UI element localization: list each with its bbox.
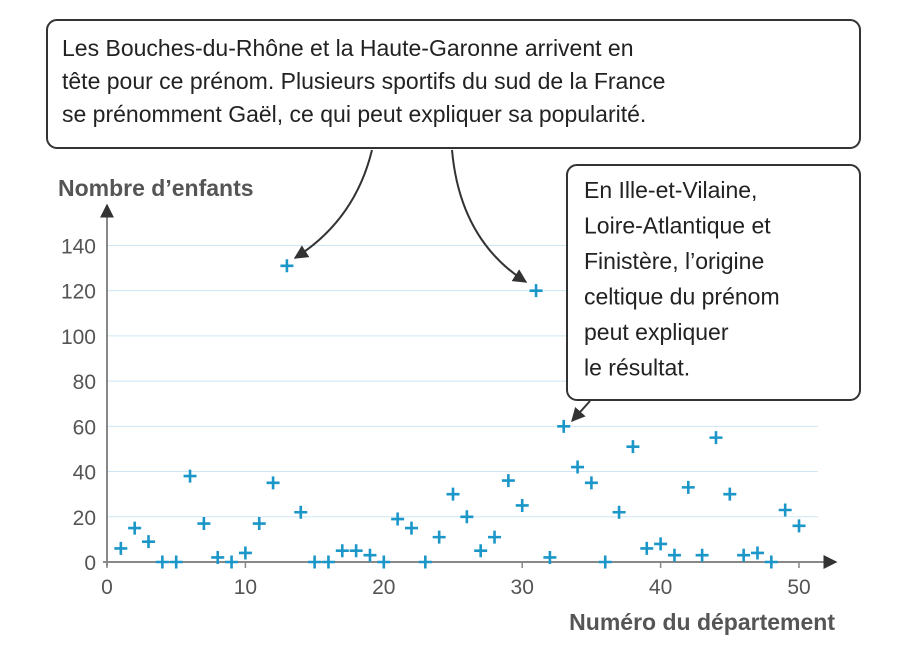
point	[654, 537, 668, 551]
point	[543, 550, 557, 564]
point	[211, 550, 225, 564]
x-tick-label: 20	[372, 576, 395, 599]
y-tick-label: 0	[84, 552, 96, 575]
point	[501, 474, 515, 488]
point	[197, 517, 211, 531]
point	[377, 555, 391, 569]
y-tick-label: 60	[73, 416, 96, 439]
point	[792, 519, 806, 533]
y-tick-label: 20	[73, 507, 96, 530]
point	[321, 555, 335, 569]
annotations: Les Bouches-du-Rhône et la Haute-Garonne…	[62, 35, 780, 381]
point	[294, 505, 308, 519]
point	[612, 505, 626, 519]
callout-box	[46, 19, 861, 149]
x-tick-label: 40	[649, 576, 672, 599]
point	[764, 555, 778, 569]
point	[349, 544, 363, 558]
point	[335, 544, 349, 558]
y-tick-label: 120	[61, 281, 96, 304]
x-tick-label: 10	[234, 576, 257, 599]
point	[183, 469, 197, 483]
point	[446, 487, 460, 501]
point	[308, 555, 322, 569]
point	[155, 555, 169, 569]
callout-arrow	[451, 149, 528, 283]
x-tick-label: 50	[787, 576, 810, 599]
x-tick-label: 30	[511, 576, 534, 599]
point	[667, 548, 681, 562]
y-axis-title: Nombre d’enfants	[58, 175, 254, 201]
y-tick-label: 40	[73, 462, 96, 485]
points	[114, 259, 806, 569]
point	[778, 503, 792, 517]
point	[529, 284, 543, 298]
callout-arrow	[571, 400, 591, 423]
annotation-text: Les Bouches-du-Rhône et la Haute-Garonne…	[62, 35, 634, 61]
point	[238, 546, 252, 560]
point	[750, 546, 764, 560]
callout-arrow	[293, 149, 373, 259]
point	[571, 460, 585, 474]
point	[557, 419, 571, 433]
y-tick-label: 100	[61, 326, 96, 349]
point	[626, 440, 640, 454]
y-tick-label: 80	[73, 371, 96, 394]
point	[114, 541, 128, 555]
point	[391, 512, 405, 526]
point	[418, 555, 432, 569]
point	[515, 498, 529, 512]
point	[598, 555, 612, 569]
annotation-text: le résultat.	[584, 355, 690, 381]
annotation-text: se prénomment Gaël, ce qui peut explique…	[62, 101, 646, 127]
x-tick-label: 0	[101, 576, 113, 599]
annotation-text: tête pour ce prénom. Plusieurs sportifs …	[62, 68, 665, 94]
point	[252, 517, 266, 531]
point	[474, 544, 488, 558]
y-tick-label: 140	[61, 235, 96, 258]
point	[681, 480, 695, 494]
point	[432, 530, 446, 544]
point	[225, 555, 239, 569]
point	[695, 548, 709, 562]
point	[640, 541, 654, 555]
point	[169, 555, 183, 569]
x-axis-title: Numéro du département	[569, 609, 835, 635]
point	[723, 487, 737, 501]
point	[363, 548, 377, 562]
point	[488, 530, 502, 544]
annotation-text: En Ille-et-Vilaine,	[584, 177, 757, 203]
point	[142, 535, 156, 549]
point	[266, 476, 280, 490]
annotation-text: peut expliquer	[584, 319, 729, 345]
point	[584, 476, 598, 490]
callout-box	[566, 164, 861, 401]
point	[737, 548, 751, 562]
annotation-text: celtique du prénom	[584, 284, 780, 310]
point	[460, 510, 474, 524]
point	[128, 521, 142, 535]
point	[709, 431, 723, 445]
annotation-text: Finistère, l’origine	[584, 248, 764, 274]
point	[404, 521, 418, 535]
point	[280, 259, 294, 273]
annotation-text: Loire-Atlantique et	[584, 213, 771, 239]
